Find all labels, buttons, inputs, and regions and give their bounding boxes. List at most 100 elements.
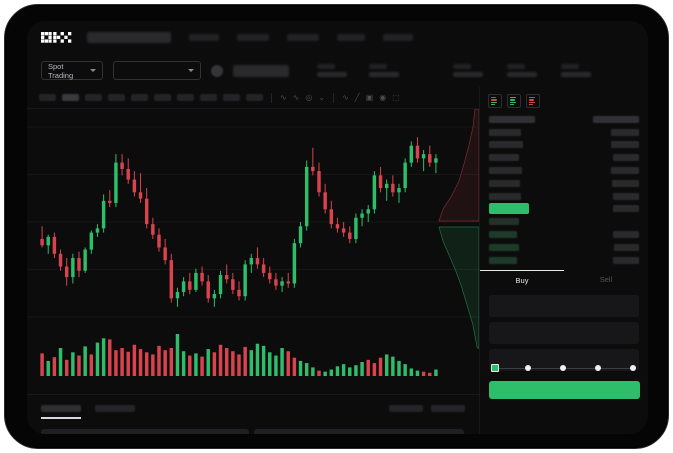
orderbook-mode-asks[interactable] [526,94,540,108]
stat-item [317,64,347,77]
timeframe-button[interactable] [223,94,240,101]
orderbook-mode-bids[interactable] [507,94,521,108]
chevron-down-icon [90,69,96,72]
stat-label [369,64,387,69]
orderbook-price [489,218,519,226]
nav-item-4[interactable] [337,34,365,41]
stepper-dot-0[interactable] [491,364,499,372]
orderbook-price [489,115,535,123]
settings-icon[interactable]: ◉ [379,92,387,102]
bottom-tab-label [95,405,135,412]
last-price-value [233,64,289,77]
price-chart[interactable] [27,109,479,394]
timeframe-button[interactable] [154,94,171,101]
pair-bar: Spot Trading [27,54,648,87]
indicator-icon[interactable]: ∿ [280,92,287,102]
volume-series [40,334,438,376]
orderbook-size [613,154,639,162]
orderbook-price [489,231,517,239]
orderbook-row[interactable] [480,113,648,126]
stepper-dot-4[interactable] [630,365,636,371]
mode-selector[interactable]: Spot Trading [41,61,103,80]
orderbook-size [612,179,639,187]
stat-label [453,64,471,69]
timeframe-button[interactable] [85,94,102,101]
orderbook-size [611,128,639,136]
timeframe-button-active[interactable] [62,94,79,101]
coin-avatar [211,64,223,77]
tab-sell[interactable]: Sell [564,270,648,290]
orderbook-size [613,256,639,264]
header-search-input[interactable] [87,32,171,43]
line-chart-icon[interactable]: ∿ [342,92,349,102]
timeframe-button[interactable] [200,94,217,101]
bottom-tab-active[interactable] [41,405,81,419]
chevron-down-icon [188,69,194,72]
stat-value [317,72,347,77]
app-screen: Spot Trading [27,21,648,434]
amount-field[interactable] [489,321,639,344]
depth-chart [438,109,479,349]
stat-value [561,72,591,77]
orderbook-row[interactable] [480,164,648,177]
orderbook-price [489,167,522,175]
okx-logo[interactable] [41,32,75,43]
pair-selector[interactable] [113,61,201,80]
orderbook-price [489,203,529,215]
app-header [27,21,648,54]
orderbook-price [489,154,519,162]
orderbook-row[interactable] [480,228,648,241]
orderbook-row[interactable] [480,190,648,203]
toolbar-divider [271,92,272,103]
orderbook-size [593,115,639,123]
compare-icon[interactable]: ∿ [292,92,300,102]
candle-series [40,137,438,307]
orderbook-price [489,192,521,200]
alert-icon[interactable]: ◎ [305,92,313,102]
orderbook-row[interactable] [480,203,648,216]
bottom-field-left[interactable] [41,428,249,434]
timeframe-button[interactable] [131,94,148,101]
stepper-dot-2[interactable] [560,365,566,371]
bottom-tab[interactable] [95,405,135,419]
orderbook-row[interactable] [480,215,648,228]
bottom-action-2[interactable] [431,405,465,412]
stat-label [561,64,579,69]
camera-icon[interactable]: ▣ [365,92,374,102]
tab-sell-label: Sell [599,275,613,285]
orderbook-row[interactable] [480,241,648,254]
okx-logo-icon [41,32,72,43]
nav-item-5[interactable] [383,34,413,41]
nav-item-2[interactable] [237,34,269,41]
timeframe-button[interactable] [108,94,125,101]
orderbook-row[interactable] [480,254,648,267]
nav-item-3[interactable] [287,34,319,41]
percent-stepper[interactable] [489,363,640,375]
stepper-dot-1[interactable] [525,365,531,371]
bottom-field-right[interactable] [254,428,464,434]
orderbook-row[interactable] [480,151,648,164]
timeframe-button[interactable] [39,94,56,101]
orderbook-row[interactable] [480,177,648,190]
orderbook-price [489,243,519,251]
chevron-down-icon[interactable]: ⌄ [318,92,326,102]
orderbook-price [489,179,520,187]
orderbook-size [613,231,639,239]
tab-buy[interactable]: Buy [480,269,564,290]
fullscreen-icon[interactable]: ⬚ [392,92,400,102]
drawing-tools-icon[interactable]: ╱ [354,92,360,102]
stat-value [507,72,537,77]
orderbook-rows[interactable] [480,113,648,267]
stepper-dot-3[interactable] [595,365,601,371]
bottom-action-1[interactable] [389,405,423,412]
submit-order-button[interactable] [489,381,640,399]
timeframe-button[interactable] [177,94,194,101]
bottom-tab-label [41,405,81,412]
nav-item-1[interactable] [189,34,219,41]
price-field[interactable] [489,294,639,317]
orderbook-size [613,205,639,213]
orderbook-row[interactable] [480,139,648,152]
orderbook-mode-both[interactable] [488,94,502,108]
orderbook-row[interactable] [480,126,648,139]
timeframe-button[interactable] [246,94,263,101]
